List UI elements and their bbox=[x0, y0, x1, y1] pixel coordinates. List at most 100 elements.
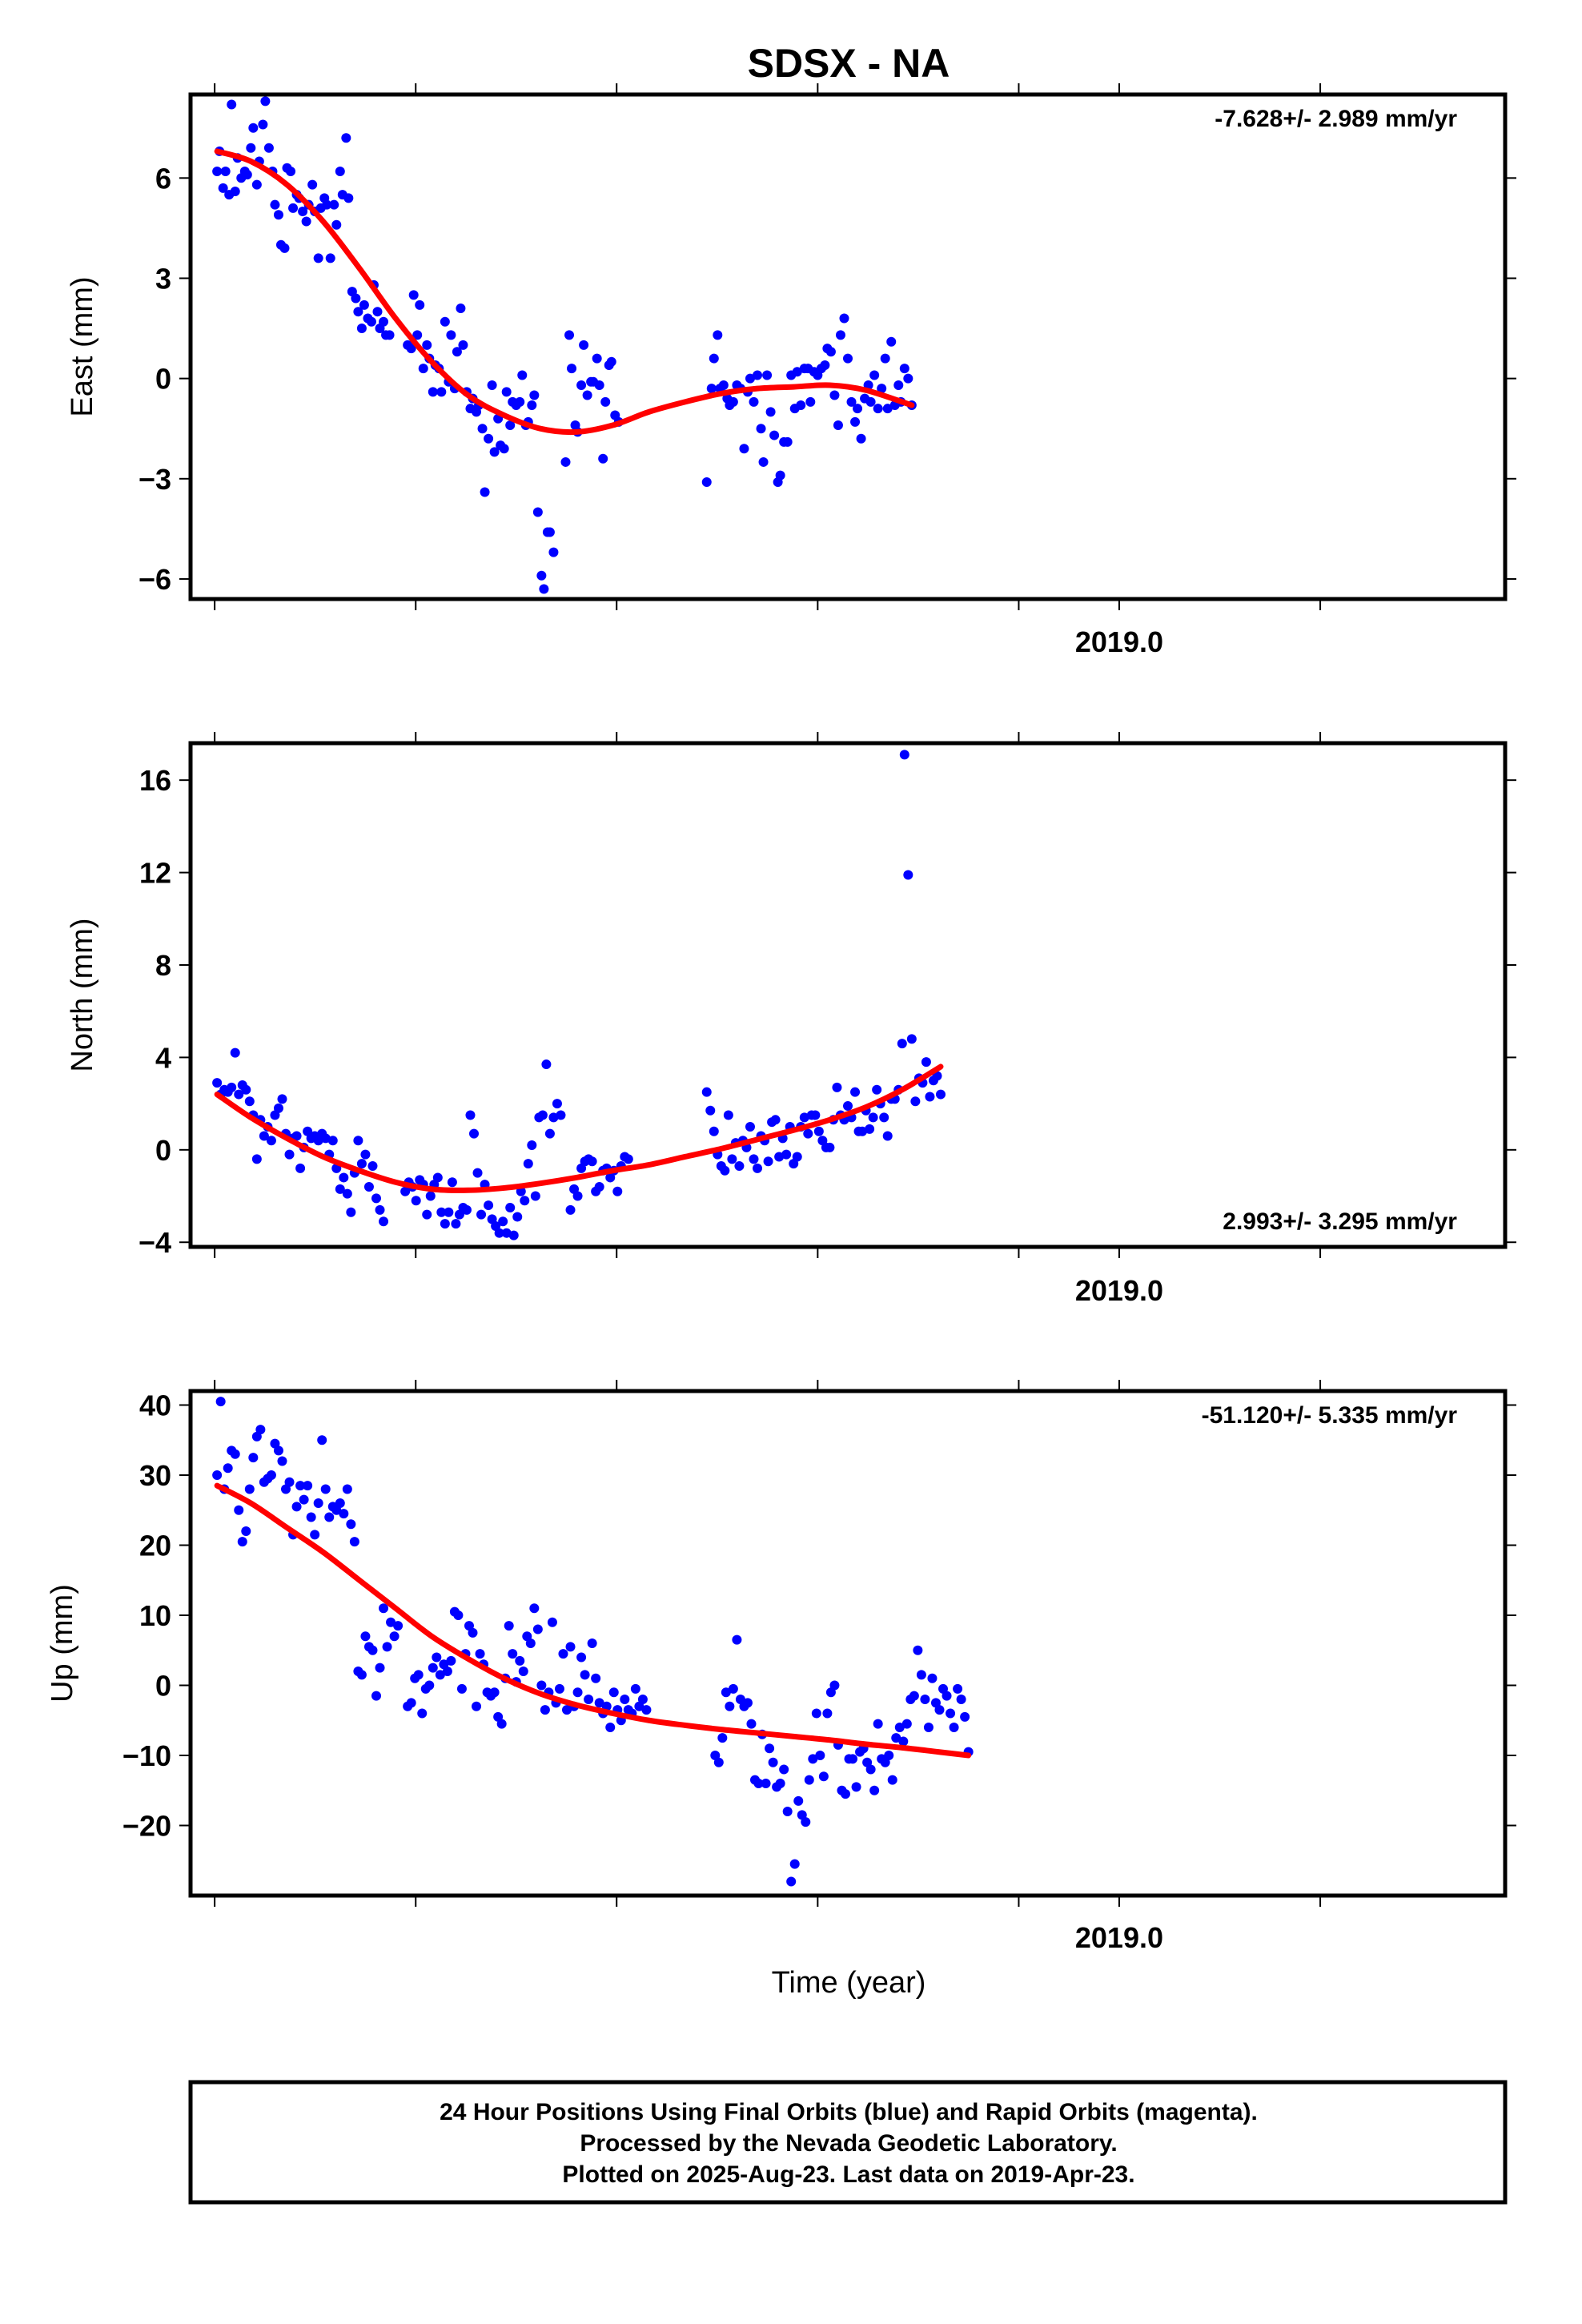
up-data-point bbox=[442, 1667, 452, 1676]
east-y-axis-label: East (mm) bbox=[66, 276, 99, 416]
east-data-point bbox=[341, 133, 351, 143]
up-data-point bbox=[339, 1509, 349, 1519]
up-data-point bbox=[277, 1456, 287, 1466]
east-data-point bbox=[384, 330, 395, 340]
north-data-point bbox=[843, 1100, 853, 1111]
footer-line-2: Processed by the Nevada Geodetic Laborat… bbox=[580, 2130, 1117, 2157]
east-data-point bbox=[856, 433, 866, 444]
north-data-point bbox=[825, 1142, 835, 1152]
north-data-point bbox=[727, 1154, 737, 1164]
north-data-point bbox=[353, 1136, 363, 1146]
east-data-point bbox=[745, 373, 755, 384]
up-data-point bbox=[815, 1751, 825, 1760]
east-data-point bbox=[769, 430, 780, 440]
east-data-point bbox=[739, 444, 749, 454]
east-data-point bbox=[218, 183, 228, 193]
east-data-point bbox=[517, 370, 528, 380]
east-y-tick-label: 0 bbox=[155, 363, 171, 396]
north-data-point bbox=[241, 1084, 251, 1095]
east-data-point bbox=[227, 99, 237, 110]
up-data-point bbox=[956, 1695, 966, 1704]
up-data-point bbox=[468, 1627, 478, 1638]
north-data-point bbox=[552, 1099, 562, 1109]
north-data-point bbox=[379, 1216, 389, 1227]
north-data-point bbox=[335, 1184, 345, 1194]
up-x-tick-label: 2019.0 bbox=[1075, 1921, 1163, 1954]
north-data-point bbox=[291, 1131, 302, 1141]
footer-line-3: Plotted on 2025-Aug-23. Last data on 201… bbox=[562, 2161, 1134, 2188]
north-data-point bbox=[484, 1200, 494, 1211]
east-data-point bbox=[758, 456, 769, 467]
up-data-point bbox=[717, 1733, 728, 1743]
up-data-point bbox=[424, 1680, 435, 1691]
north-data-point bbox=[753, 1163, 763, 1173]
east-data-point bbox=[853, 404, 863, 414]
east-y-tick-label: −6 bbox=[139, 563, 171, 596]
up-data-point bbox=[371, 1691, 381, 1701]
north-fit-line bbox=[214, 1063, 944, 1193]
up-y-tick-label: 10 bbox=[139, 1599, 171, 1632]
north-data-point bbox=[541, 1059, 552, 1070]
north-x-tick-label: 2019.0 bbox=[1075, 1274, 1163, 1307]
up-data-point bbox=[848, 1754, 858, 1764]
north-data-point bbox=[447, 1177, 457, 1188]
north-y-tick-label: −4 bbox=[139, 1226, 171, 1259]
north-data-point bbox=[327, 1136, 338, 1146]
east-data-point bbox=[322, 199, 332, 210]
north-data-point bbox=[230, 1047, 240, 1058]
east-data-point bbox=[248, 123, 259, 133]
figure-title: SDSX - NA bbox=[748, 41, 950, 86]
up-data-point bbox=[775, 1779, 785, 1788]
east-data-point bbox=[706, 384, 717, 394]
up-data-point bbox=[367, 1645, 378, 1655]
north-y-tick-label: 8 bbox=[155, 949, 171, 982]
east-data-point bbox=[846, 396, 857, 407]
north-data-point bbox=[266, 1136, 276, 1146]
footer-box: 24 Hour Positions Using Final Orbits (bl… bbox=[188, 2080, 1508, 2205]
east-data-point bbox=[356, 324, 367, 334]
north-data-point bbox=[520, 1196, 530, 1206]
up-data-point bbox=[934, 1705, 945, 1715]
north-data-point bbox=[432, 1172, 443, 1183]
up-data-point bbox=[558, 1649, 568, 1659]
east-data-point bbox=[270, 199, 280, 210]
up-data-point bbox=[273, 1445, 283, 1456]
north-data-point bbox=[925, 1092, 935, 1102]
north-data-point bbox=[371, 1193, 381, 1204]
north-data-point bbox=[339, 1172, 349, 1183]
east-data-point bbox=[258, 119, 268, 130]
up-data-point bbox=[386, 1617, 396, 1627]
north-data-point bbox=[346, 1207, 356, 1217]
east-data-point bbox=[273, 210, 283, 220]
north-data-point bbox=[810, 1110, 821, 1120]
east-panel: 6 3 0 −3 −6 2019.0 East (mm) -7.628+/- 2.989 mm… bbox=[66, 83, 1516, 658]
east-data-point bbox=[260, 96, 271, 107]
north-data-point bbox=[565, 1204, 576, 1215]
east-data-point bbox=[576, 380, 587, 390]
east-data-point bbox=[246, 143, 256, 153]
east-data-point bbox=[548, 547, 559, 557]
north-data-point bbox=[781, 1149, 792, 1160]
up-data-point bbox=[508, 1649, 518, 1659]
east-data-point bbox=[412, 330, 423, 340]
up-data-point bbox=[637, 1695, 648, 1704]
up-data-point bbox=[923, 1723, 934, 1732]
up-data-point bbox=[540, 1705, 550, 1715]
north-data-point bbox=[723, 1110, 733, 1120]
north-data-point bbox=[259, 1131, 269, 1141]
up-data-point bbox=[241, 1526, 251, 1536]
up-data-point bbox=[342, 1484, 352, 1494]
up-data-point bbox=[303, 1481, 313, 1491]
east-data-point bbox=[353, 307, 363, 317]
east-data-point bbox=[428, 387, 438, 397]
east-data-point bbox=[527, 400, 537, 411]
up-data-point bbox=[765, 1743, 775, 1754]
east-x-tick-label: 2019.0 bbox=[1075, 625, 1163, 658]
up-data-point bbox=[529, 1603, 540, 1614]
up-data-point bbox=[591, 1673, 601, 1683]
east-data-point bbox=[230, 186, 240, 196]
north-data-point bbox=[868, 1112, 878, 1123]
north-data-point bbox=[411, 1196, 421, 1206]
north-data-point bbox=[813, 1126, 824, 1136]
up-data-point bbox=[324, 1512, 335, 1522]
